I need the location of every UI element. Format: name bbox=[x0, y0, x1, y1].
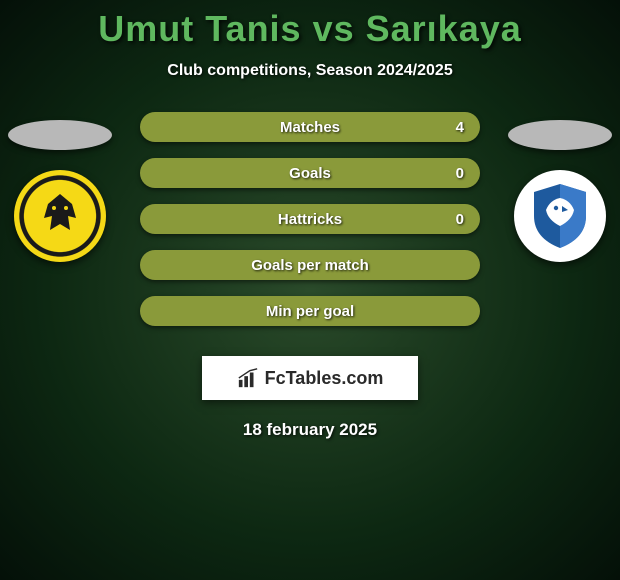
shield-eagle-icon bbox=[522, 178, 598, 254]
stat-label: Hattricks bbox=[278, 211, 342, 228]
ellipse-right bbox=[508, 120, 612, 150]
stat-row: Goals per match bbox=[140, 250, 480, 280]
stat-value: 0 bbox=[456, 165, 464, 182]
stat-label: Min per goal bbox=[266, 303, 354, 320]
stat-row: Min per goal bbox=[140, 296, 480, 326]
fctables-logo: FcTables.com bbox=[202, 356, 418, 400]
stat-label: Matches bbox=[280, 119, 340, 136]
ellipse-left bbox=[8, 120, 112, 150]
stat-value: 0 bbox=[456, 211, 464, 228]
subtitle: Club competitions, Season 2024/2025 bbox=[0, 62, 620, 80]
team-crest-right bbox=[514, 170, 606, 262]
stat-row: Matches 4 bbox=[140, 112, 480, 142]
stat-value: 4 bbox=[456, 119, 464, 136]
logo-text: FcTables.com bbox=[265, 368, 384, 389]
right-team-badge-group bbox=[508, 120, 612, 262]
left-team-badge-group bbox=[8, 120, 112, 262]
stat-row: Goals 0 bbox=[140, 158, 480, 188]
stat-label: Goals bbox=[289, 165, 331, 182]
page-title: Umut Tanis vs Sarıkaya bbox=[0, 8, 620, 50]
stat-label: Goals per match bbox=[251, 257, 369, 274]
stat-row: Hattricks 0 bbox=[140, 204, 480, 234]
stats-rows: Matches 4 Goals 0 Hattricks 0 Goals per … bbox=[140, 112, 480, 326]
eagle-icon bbox=[30, 186, 90, 246]
team-crest-left bbox=[14, 170, 106, 262]
chart-icon bbox=[237, 367, 259, 389]
date-text: 18 february 2025 bbox=[0, 420, 620, 440]
